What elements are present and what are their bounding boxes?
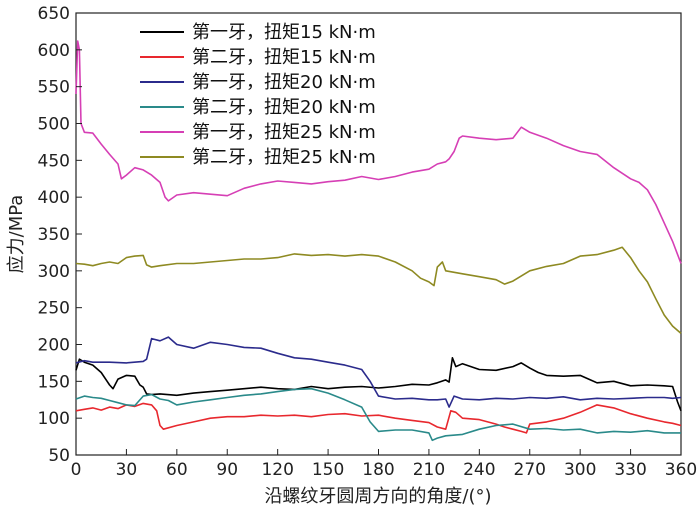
x-tick-label: 210 bbox=[413, 460, 445, 480]
legend-label-3: 第一牙，扭矩20 kN·m bbox=[192, 72, 376, 93]
x-tick-label: 60 bbox=[166, 460, 188, 480]
legend-label-2: 第二牙，扭矩15 kN·m bbox=[192, 47, 376, 68]
legend: 第一牙，扭矩15 kN·m 第二牙，扭矩15 kN·m 第一牙，扭矩20 kN·m 第… bbox=[140, 22, 376, 168]
y-tick-label: 550 bbox=[38, 78, 70, 98]
y-tick-label: 100 bbox=[38, 409, 70, 429]
legend-label-5: 第一牙，扭矩25 kN·m bbox=[192, 122, 376, 143]
x-tick-label: 150 bbox=[312, 460, 344, 480]
series-line-2 bbox=[75, 402, 682, 434]
y-tick-label: 50 bbox=[48, 446, 70, 466]
series-line-6 bbox=[75, 246, 682, 335]
x-tick-label: 270 bbox=[514, 460, 546, 480]
y-tick-label: 500 bbox=[38, 115, 70, 135]
x-tick-label: 30 bbox=[116, 460, 138, 480]
y-tick-label: 200 bbox=[38, 336, 70, 356]
legend-label-4: 第二牙，扭矩20 kN·m bbox=[192, 97, 376, 118]
series-line-3 bbox=[75, 336, 682, 408]
y-tick-label: 450 bbox=[38, 151, 70, 171]
x-tick-label: 120 bbox=[261, 460, 293, 480]
legend-label-6: 第二牙，扭矩25 kN·m bbox=[192, 147, 376, 168]
x-tick-label: 240 bbox=[463, 460, 495, 480]
series-line-1 bbox=[75, 357, 682, 412]
y-tick-label: 400 bbox=[38, 188, 70, 208]
y-tick-label: 350 bbox=[38, 225, 70, 245]
y-tick-label: 600 bbox=[38, 41, 70, 61]
y-tick-label: 650 bbox=[38, 4, 70, 24]
x-tick-label: 300 bbox=[564, 460, 596, 480]
x-tick-label: 180 bbox=[362, 460, 394, 480]
x-tick-label: 360 bbox=[665, 460, 697, 480]
legend-label-1: 第一牙，扭矩15 kN·m bbox=[192, 22, 376, 43]
series-line-4 bbox=[75, 387, 681, 442]
y-axis-title: 应力/MPa bbox=[6, 195, 27, 274]
x-tick-label: 90 bbox=[216, 460, 238, 480]
y-tick-label: 300 bbox=[38, 262, 70, 282]
y-tick-label: 150 bbox=[38, 372, 70, 392]
x-axis-title: 沿螺纹牙圆周方向的角度/(°) bbox=[264, 486, 491, 507]
x-tick-label: 330 bbox=[614, 460, 646, 480]
series-lines bbox=[75, 40, 682, 442]
series-line-5 bbox=[75, 40, 682, 264]
x-tick-label: 0 bbox=[71, 460, 82, 480]
axis-ticks: 0 30 60 90 120 150 180 210 240 270 300 330 360 650 600… bbox=[38, 4, 698, 480]
y-tick-label: 250 bbox=[38, 299, 70, 319]
